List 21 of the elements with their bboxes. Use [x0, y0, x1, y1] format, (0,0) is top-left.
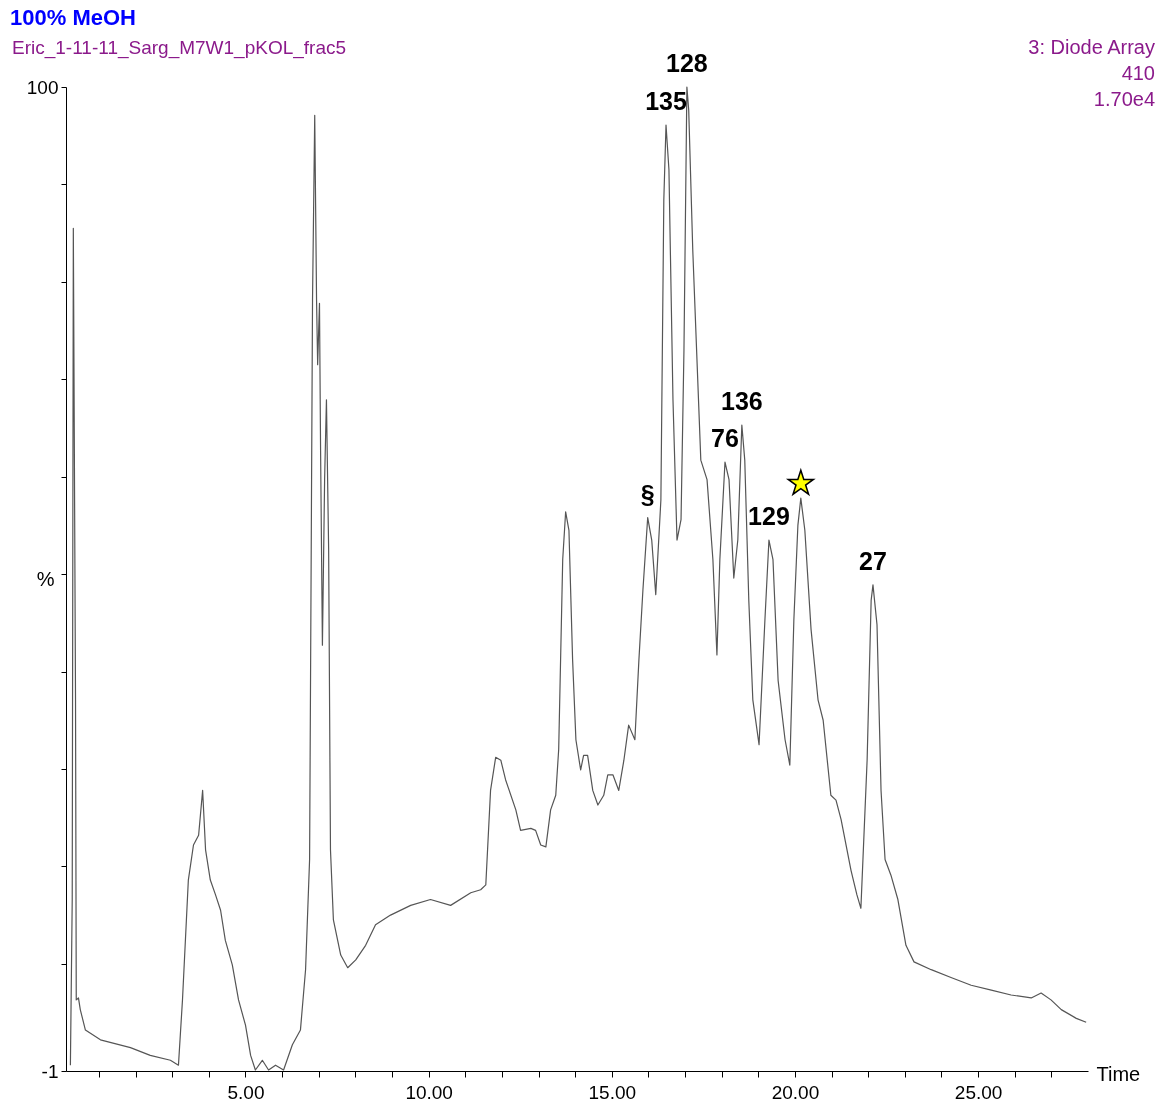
chart-title: 100% MeOH [10, 5, 136, 30]
chart-subtitle: Eric_1-11-11_Sarg_M7W1_pKOL_frac5 [12, 37, 347, 59]
text: 410 [1121, 62, 1155, 84]
annotation: 136 [720, 387, 763, 416]
annotation: 129 [748, 502, 790, 531]
annotation: 135 [645, 87, 687, 115]
y-tick-label: 100 [26, 76, 59, 98]
annotation: 76 [711, 424, 739, 453]
x-axis-title: Time [1096, 1062, 1141, 1085]
x-tick-label: 25.00 [954, 1081, 1003, 1103]
x-tick-label: 20.00 [771, 1081, 820, 1103]
x-tick-label: 10.00 [405, 1081, 453, 1103]
text: 3: Diode Array [1028, 36, 1155, 58]
annotation: 128 [666, 49, 708, 77]
x-tick-label: 5.00 [227, 1081, 265, 1103]
y-tick-label: -1 [41, 1060, 59, 1082]
y-axis-title: % [36, 567, 55, 590]
annotation: 27 [859, 546, 887, 575]
annotation: § [640, 479, 655, 508]
text: 1.70e4 [1093, 88, 1155, 110]
x-tick-label: 15.00 [588, 1081, 637, 1103]
